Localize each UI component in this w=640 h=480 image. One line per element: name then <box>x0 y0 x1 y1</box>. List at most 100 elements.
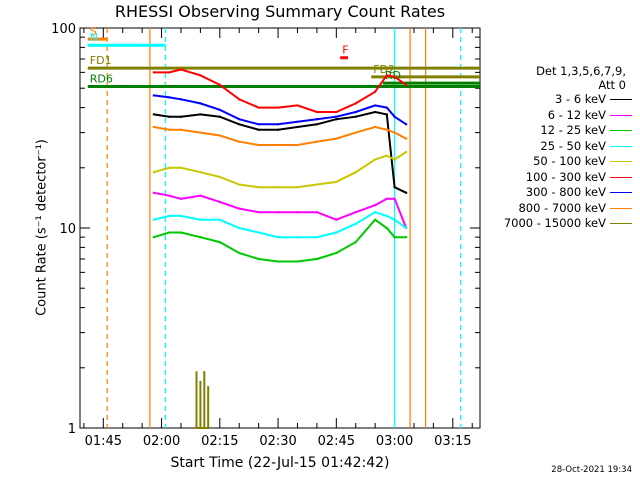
legend-entry-label: 12 - 25 keV <box>540 123 606 137</box>
data-point <box>405 137 408 140</box>
data-point <box>218 134 221 137</box>
data-point <box>218 241 221 244</box>
legend-entry-swatch <box>610 161 632 162</box>
data-point <box>277 144 280 147</box>
data-point <box>315 211 318 214</box>
data-point <box>405 227 408 229</box>
legend-entry-label: 25 - 50 keV <box>540 138 606 153</box>
legend-entry-label: 800 - 7000 keV <box>518 200 606 215</box>
legend-entry: 7000 - 15000 keV <box>482 216 634 232</box>
data-point <box>257 257 260 260</box>
data-point <box>335 111 338 114</box>
data-point <box>296 104 299 107</box>
data-point <box>168 71 171 74</box>
flag-label: FD2 <box>373 63 395 76</box>
data-point <box>354 171 357 174</box>
data-point <box>335 218 338 221</box>
data-point <box>199 380 202 383</box>
data-point <box>152 113 155 116</box>
legend-entry: 50 - 100 keV <box>482 154 634 170</box>
data-point <box>335 180 338 183</box>
data-point <box>315 236 318 239</box>
data-point <box>393 197 396 200</box>
flag-label: RD6 <box>90 72 113 85</box>
x-tick-label: 03:00 <box>376 434 413 449</box>
legend: Det 1,3,5,6,7,9, Att 0 3 - 6 keV 6 - 12 k… <box>482 64 634 232</box>
legend-entry-label: 3 - 6 keV <box>555 92 606 106</box>
data-point <box>168 96 171 99</box>
data-point <box>179 231 182 234</box>
data-point <box>335 251 338 254</box>
data-point <box>257 144 260 147</box>
data-point <box>405 83 408 86</box>
data-point <box>393 158 396 161</box>
data-point <box>385 197 388 200</box>
legend-entry-swatch <box>610 145 632 147</box>
data-point <box>257 128 260 131</box>
data-point <box>335 115 338 118</box>
legend-entry-swatch <box>610 223 632 224</box>
x-axis-label: Start Time (22-Jul-15 01:42:42) <box>170 455 390 471</box>
data-point <box>393 236 396 239</box>
x-tick-label: 02:30 <box>259 434 296 449</box>
data-point <box>296 120 299 123</box>
data-point <box>238 227 241 229</box>
series-line <box>153 211 407 239</box>
x-tick-label: 02:15 <box>201 434 238 449</box>
data-point <box>335 118 338 121</box>
y-tick-label: 1 <box>68 422 76 437</box>
data-point <box>179 128 182 131</box>
data-point <box>257 186 260 189</box>
data-point <box>374 218 377 221</box>
x-tick-label: 02:45 <box>318 434 355 449</box>
data-point <box>296 236 299 239</box>
data-point <box>168 166 171 169</box>
data-point <box>405 191 408 194</box>
data-point <box>393 115 396 118</box>
data-point <box>195 427 198 429</box>
data-point <box>405 236 408 239</box>
data-point <box>315 111 318 114</box>
data-point <box>218 108 221 111</box>
data-point <box>152 191 155 194</box>
data-point <box>179 166 182 169</box>
data-point <box>199 194 202 197</box>
x-tick-label: 02:00 <box>143 434 180 449</box>
data-point <box>354 222 357 225</box>
data-point <box>277 128 280 131</box>
data-point <box>315 140 318 143</box>
data-point <box>152 236 155 239</box>
series-line <box>153 94 407 126</box>
data-point <box>385 214 388 217</box>
data-point <box>385 227 388 229</box>
data-point <box>199 427 202 429</box>
data-point <box>179 214 182 217</box>
data-point <box>199 236 202 239</box>
data-point <box>315 123 318 126</box>
legend-entry-label: 50 - 100 keV <box>533 154 606 168</box>
data-point <box>218 175 221 178</box>
series-line <box>153 218 407 263</box>
footer-timestamp: 28-Oct-2021 19:34 <box>551 465 632 475</box>
data-point <box>238 207 241 210</box>
legend-entry-swatch <box>610 176 632 178</box>
legend-entry: 800 - 7000 keV <box>482 201 634 217</box>
flag-label: FD1 <box>90 54 112 67</box>
flag-label: F <box>342 44 348 57</box>
data-point <box>203 427 206 429</box>
data-point <box>207 427 210 429</box>
data-point <box>277 260 280 263</box>
data-point <box>152 71 155 74</box>
data-point <box>385 113 388 116</box>
data-point <box>315 183 318 186</box>
data-point <box>277 123 280 126</box>
data-point <box>152 218 155 221</box>
data-point <box>168 194 171 197</box>
data-point <box>393 186 396 189</box>
data-point <box>315 118 318 121</box>
data-point <box>199 131 202 134</box>
data-point <box>296 260 299 263</box>
data-point <box>277 211 280 214</box>
data-point <box>296 125 299 128</box>
